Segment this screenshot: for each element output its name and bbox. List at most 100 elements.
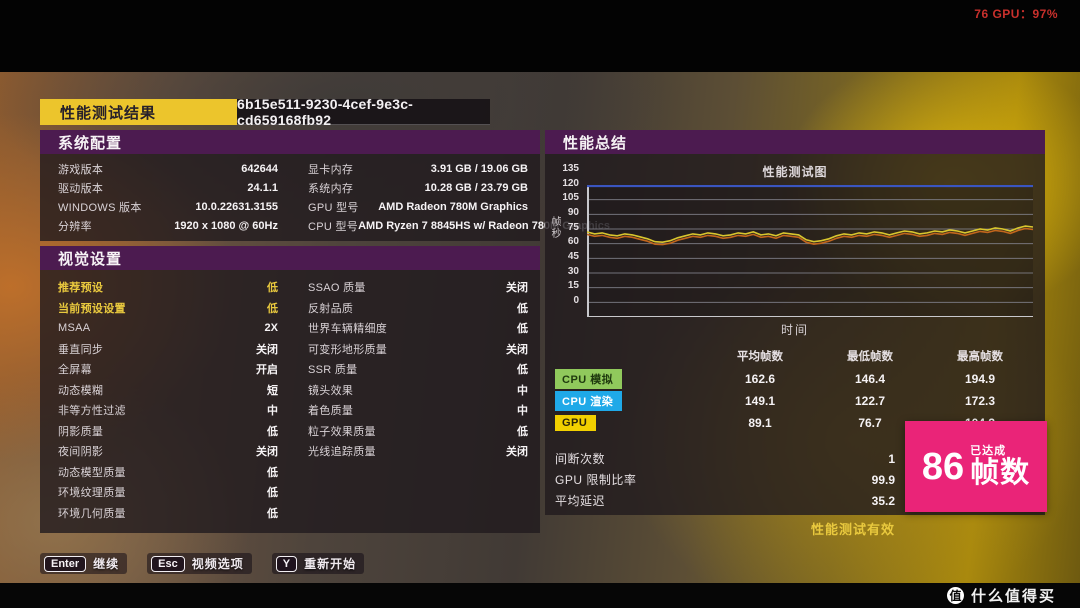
setting-row: 阴影质量 低	[40, 421, 290, 442]
setting-value: 关闭	[506, 282, 528, 295]
setting-value: 低	[267, 507, 278, 520]
setting-label: 可变形地形质量	[308, 343, 388, 356]
setting-label: SSAO 质量	[308, 282, 366, 295]
header-avg-fps: 平均帧数	[737, 351, 783, 363]
y-tick-label: 30	[567, 265, 579, 277]
config-row: 分辨率 1920 x 1080 @ 60Hz	[40, 216, 290, 235]
config-value: AMD Radeon 780M Graphics	[378, 200, 528, 213]
performance-summary-panel: 性能总结 性能测试图 帧秒 0 15 30 45 60 75 90 105 120 135 时间 …	[545, 130, 1047, 537]
system-config-right-column: 显卡内存 3.91 GB / 19.06 GB 系统内存 10.28 GB / …	[290, 159, 610, 235]
header-min-fps: 最低帧数	[847, 351, 893, 363]
chart-y-ticks: 0 15 30 45 60 75 90 105 120 135	[559, 163, 585, 306]
chart-y-axis-label: 帧秒	[549, 216, 560, 240]
key-hint-button[interactable]: Enter 继续	[40, 553, 128, 574]
setting-label: 环境纹理质量	[58, 487, 126, 500]
chart-x-axis-label: 时间	[780, 323, 809, 337]
setting-label: SSR 质量	[308, 364, 358, 377]
config-value: 24.1.1	[247, 181, 278, 194]
setting-value: 低	[517, 364, 528, 377]
key-hint-button[interactable]: Esc 视频选项	[147, 553, 252, 574]
setting-value: 低	[517, 323, 528, 336]
config-label: CPU 型号	[308, 220, 359, 233]
config-row: WINDOWS 版本 10.0.22631.3155	[40, 197, 290, 216]
setting-value: 低	[267, 282, 278, 295]
setting-row: 全屏幕 开启	[40, 359, 290, 380]
config-label: GPU 型号	[308, 201, 359, 214]
results-table-row: CPU 渲染 149.1 122.7 172.3	[555, 390, 1035, 412]
stat-label: GPU 限制比率	[555, 473, 637, 487]
achieved-fps-badge: 86 已达成 帧数	[905, 421, 1047, 512]
config-label: 显卡内存	[308, 163, 354, 176]
setting-label: 垂直同步	[58, 343, 104, 356]
performance-chart: 性能测试图 帧秒 0 15 30 45 60 75 90 105 120 135 时间	[545, 154, 1045, 338]
system-config-header: 系统配置	[40, 130, 540, 154]
fps-unit-label: 帧数	[970, 456, 1031, 489]
setting-row: 当前预设设置 低	[40, 298, 290, 319]
avg-fps-value: 162.6	[744, 372, 776, 386]
config-value: 10.0.22631.3155	[195, 200, 278, 213]
setting-value: 关闭	[506, 343, 528, 356]
session-id: 6b15e511-9230-4cef-9e3c-cd659168fb92	[237, 96, 490, 128]
min-fps-value: 122.7	[854, 394, 886, 408]
visual-settings-header: 视觉设置	[40, 246, 540, 270]
setting-label: 粒子效果质量	[308, 425, 376, 438]
watermark-text: 什么值得买	[970, 588, 1056, 605]
setting-label: 当前预设设置	[58, 302, 126, 315]
setting-row: 镜头效果 中	[290, 380, 540, 401]
setting-value: 低	[267, 425, 278, 438]
results-table: 平均帧数 最低帧数 最高帧数 CPU 模拟 162.6 146.4 194.9 …	[555, 348, 1035, 434]
config-label: 系统内存	[308, 182, 354, 195]
footer-key-hints: Enter 继续 Esc 视频选项 Y 重新开始	[40, 553, 365, 574]
setting-row: 世界车辆精细度 低	[290, 318, 540, 339]
page-title: 性能测试结果	[40, 99, 237, 125]
setting-label: 光线追踪质量	[308, 446, 376, 459]
stat-value: 99.9	[871, 472, 895, 487]
avg-fps-value: 149.1	[744, 394, 776, 408]
legend-badge: GPU	[555, 415, 597, 431]
key-hint-button[interactable]: Y 重新开始	[271, 553, 365, 574]
setting-value: 关闭	[256, 343, 278, 356]
setting-value: 中	[517, 405, 528, 418]
setting-row: 夜间阴影 关闭	[40, 441, 290, 462]
config-row: 系统内存 10.28 GB / 23.79 GB	[290, 178, 540, 197]
visual-settings-left-column: 推荐预设 低 当前预设设置 低 MSAA 2X 垂直同步	[40, 277, 290, 523]
chart-title: 性能测试图	[762, 165, 828, 179]
performance-summary-header: 性能总结	[545, 130, 1045, 154]
stat-label: 间断次数	[555, 452, 606, 466]
extra-stats: 间断次数 1 GPU 限制比率 99.9 平均延迟 35.2	[555, 448, 895, 511]
setting-row: 反射品质 低	[290, 298, 540, 319]
config-value: 1920 x 1080 @ 60Hz	[174, 219, 278, 232]
config-value: 642644	[241, 162, 278, 175]
setting-label: 环境几何质量	[58, 507, 126, 520]
benchmark-valid-label: 性能测试有效	[810, 522, 895, 537]
achieved-fps-number: 86	[921, 445, 965, 488]
min-fps-value: 76.7	[858, 416, 882, 430]
config-value: 10.28 GB / 23.79 GB	[424, 181, 528, 194]
results-table-rows: CPU 模拟 162.6 146.4 194.9 CPU 渲染 149.1 12…	[555, 368, 1035, 434]
letterbox-top	[0, 0, 1080, 72]
left-panel: 系统配置 游戏版本 642644 驱动版本 24.1.1 WINDOWS 版本	[40, 130, 610, 533]
config-value: 3.91 GB / 19.06 GB	[430, 162, 528, 175]
setting-row: 着色质量 中	[290, 400, 540, 421]
keycap[interactable]: Esc	[151, 555, 185, 572]
stat-row: GPU 限制比率 99.9	[555, 469, 895, 490]
setting-row: 非等方性过滤 中	[40, 400, 290, 421]
stat-label: 平均延迟	[555, 494, 606, 508]
setting-value: 开启	[256, 364, 278, 377]
setting-label: 反射品质	[308, 302, 354, 315]
setting-label: 阴影质量	[58, 425, 104, 438]
setting-row: 垂直同步 关闭	[40, 339, 290, 360]
keycap[interactable]: Enter	[44, 555, 87, 572]
setting-value: 中	[517, 384, 528, 397]
setting-value: 低	[517, 302, 528, 315]
results-table-row: CPU 模拟 162.6 146.4 194.9	[555, 368, 1035, 390]
y-tick-label: 90	[567, 207, 579, 218]
config-label: WINDOWS 版本	[58, 201, 142, 214]
keycap[interactable]: Y	[275, 555, 298, 572]
setting-label: 非等方性过滤	[58, 405, 126, 418]
setting-row: 光线追踪质量 关闭	[290, 441, 540, 462]
y-tick-label: 135	[562, 163, 579, 174]
config-label: 分辨率	[58, 220, 92, 233]
visual-settings-right-column: SSAO 质量 关闭 反射品质 低 世界车辆精细度 低 可变形地形质量	[290, 277, 540, 523]
